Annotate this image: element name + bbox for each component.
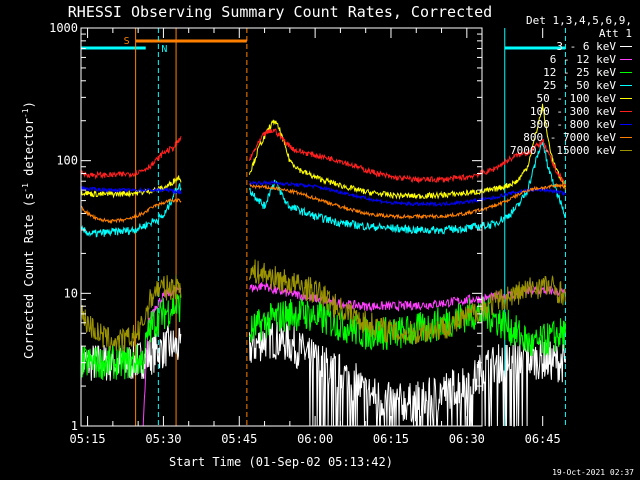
series-line xyxy=(80,198,182,224)
x-axis-label: Start Time (01-Sep-02 05:13:42) xyxy=(169,455,393,469)
legend-item: 7000 - 15000 keV xyxy=(484,144,636,157)
legend-swatch xyxy=(620,111,632,112)
y-tick-label: 100 xyxy=(56,154,78,168)
series-line xyxy=(248,259,566,345)
series-line xyxy=(248,128,566,186)
x-tick-label: 05:30 xyxy=(145,432,181,446)
data-layer: SN xyxy=(80,28,566,427)
series-line xyxy=(248,103,566,200)
series-line xyxy=(80,324,182,383)
legend-label: 50 - 100 keV xyxy=(536,92,616,105)
series-50-100-kev xyxy=(80,103,566,200)
legend-label: 300 - 800 keV xyxy=(529,118,616,131)
chart-title: RHESSI Observing Summary Count Rates, Co… xyxy=(68,3,492,21)
legend-item: 300 - 800 keV xyxy=(484,118,636,131)
legend-swatch xyxy=(620,59,632,60)
legend-item: 50 - 100 keV xyxy=(484,92,636,105)
legend-label: 7000 - 15000 keV xyxy=(510,144,616,157)
legend-header-2: Att 1 xyxy=(598,27,632,40)
y-tick-label: 1000 xyxy=(49,21,78,35)
series-line xyxy=(80,274,182,352)
series-line xyxy=(248,141,566,235)
y-axis-label: Corrected Count Rate (s-1 detector-1) xyxy=(21,101,36,359)
series-line xyxy=(80,175,182,199)
legend-label: 25 - 50 keV xyxy=(543,79,616,92)
legend-item: 800 - 7000 keV xyxy=(484,131,636,144)
legend-swatch xyxy=(620,98,632,99)
marker-label-s: S xyxy=(124,36,130,47)
legend-swatch xyxy=(620,72,632,73)
legend-label: 3 - 6 keV xyxy=(556,40,616,53)
x-tick-label: 05:45 xyxy=(221,432,257,446)
legend-item: 3 - 6 keV xyxy=(484,40,636,53)
legend-item: 100 - 300 keV xyxy=(484,105,636,118)
legend-swatch xyxy=(620,85,632,86)
x-tick-label: 06:15 xyxy=(373,432,409,446)
series-300-800-kev xyxy=(80,179,566,208)
series-3-6-kev xyxy=(80,320,566,427)
legend-label: 6 - 12 keV xyxy=(549,53,616,66)
legend-header-1: Det 1,3,4,5,6,9, xyxy=(526,14,632,27)
legend-item: 6 - 12 keV xyxy=(484,53,636,66)
x-tick-label: 05:15 xyxy=(70,432,106,446)
series-line xyxy=(80,182,182,238)
series-25-50-kev xyxy=(80,141,566,238)
series-line xyxy=(249,179,566,208)
legend-swatch xyxy=(620,124,632,125)
series-800-7000-kev xyxy=(80,182,566,224)
series-7000-15000-kev xyxy=(80,259,566,352)
legend-swatch xyxy=(620,150,632,151)
series-line xyxy=(249,182,566,220)
legend-label: 12 - 25 keV xyxy=(543,66,616,79)
legend-label: 100 - 300 keV xyxy=(529,105,616,118)
series-line xyxy=(248,320,566,427)
y-tick-label: 1 xyxy=(71,419,78,433)
legend-item: 12 - 25 keV xyxy=(484,66,636,79)
legend-swatch xyxy=(620,137,632,138)
series-line xyxy=(80,136,182,180)
x-tick-label: 06:00 xyxy=(297,432,333,446)
x-tick-label: 06:30 xyxy=(449,432,485,446)
render-timestamp: 19-Oct-2021 02:37 xyxy=(552,468,634,477)
legend: Det 1,3,4,5,6,9, Att 1 3 - 6 keV 6 - 12 k… xyxy=(484,14,636,157)
legend-entries: 3 - 6 keV 6 - 12 keV 12 - 25 keV 25 - 50 ke… xyxy=(484,40,636,157)
legend-label: 800 - 7000 keV xyxy=(523,131,616,144)
series-line xyxy=(80,294,182,380)
plot-frame xyxy=(80,27,483,427)
series-line xyxy=(80,185,182,196)
y-tick-label: 10 xyxy=(64,286,78,300)
legend-swatch xyxy=(620,46,632,47)
series-100-300-kev xyxy=(80,128,566,186)
marker-label-n: N xyxy=(161,44,167,55)
legend-item: 25 - 50 keV xyxy=(484,79,636,92)
axis-layer: 1 10 100 1000 05:15 05:30 05:45 06:00 06:15 06:30… xyxy=(49,21,561,446)
x-tick-label: 06:45 xyxy=(525,432,561,446)
